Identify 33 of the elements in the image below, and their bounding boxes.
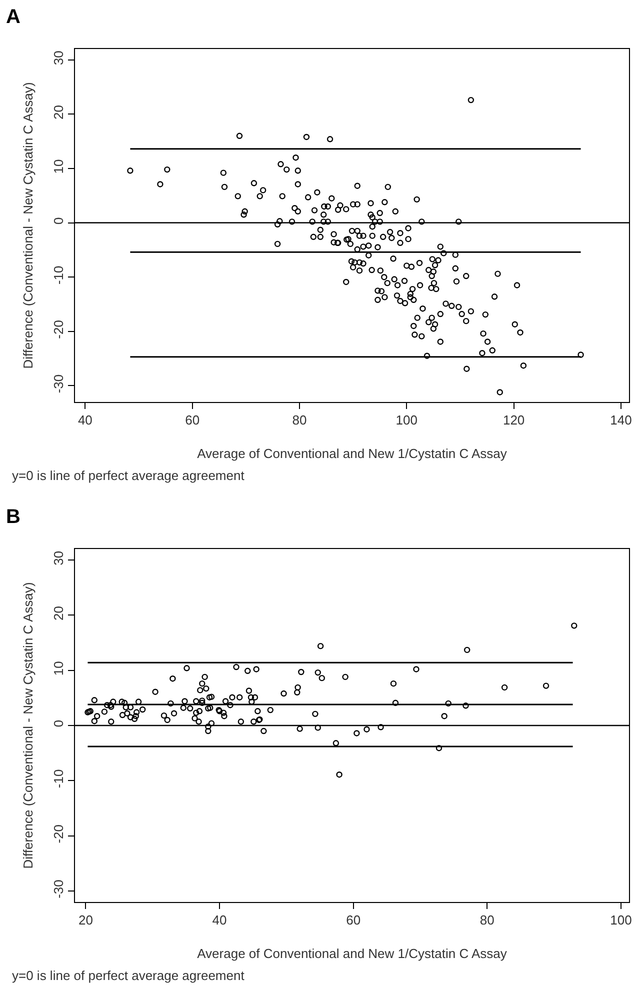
- x-tick-label: 40: [78, 412, 92, 428]
- y-tick-label: -20: [50, 824, 66, 844]
- y-tick-label: 20: [50, 606, 66, 620]
- y-tick-label: 10: [50, 159, 66, 174]
- chart-title: A: [6, 6, 20, 28]
- y-tick-label: 30: [50, 50, 66, 66]
- text: y=0 is line of perfect average agreement: [12, 968, 245, 983]
- x-tick-label: 120: [502, 412, 525, 428]
- x-tick-label: 140: [610, 412, 632, 428]
- x-tick-label: 20: [78, 912, 93, 928]
- y-tick-label: -10: [50, 769, 66, 788]
- x-tick-label: 60: [346, 912, 361, 928]
- y-tick-label: -20: [50, 320, 66, 339]
- y-tick-label: 20: [50, 104, 66, 120]
- text: y=0 is line of perfect average agreement: [12, 468, 245, 483]
- x-tick-label: 40: [212, 912, 227, 928]
- x-axis-title: Average of Conventional and New 1/Cystatin C Assay: [197, 946, 508, 962]
- y-tick-label: -30: [50, 374, 66, 394]
- y-tick-label: 0: [50, 217, 66, 224]
- x-tick-label: 100: [610, 912, 632, 928]
- y-tick-label: 0: [50, 720, 66, 728]
- chart-title: B: [6, 506, 20, 528]
- y-tick-label: 10: [50, 661, 66, 676]
- x-tick-label: 60: [185, 412, 200, 428]
- y-axis-title: Difference (Conventional - New Cystatin C Assay): [20, 582, 36, 869]
- x-tick-label: 80: [292, 412, 307, 428]
- x-axis-title: Average of Conventional and New 1/Cystatin C Assay: [197, 446, 508, 462]
- y-tick-label: -30: [50, 880, 66, 898]
- x-tick-label: 80: [480, 912, 494, 928]
- y-axis-title: Difference (Conventional - New Cystatin C Assay): [20, 82, 36, 369]
- x-tick-label: 100: [396, 412, 418, 428]
- y-tick-label: -10: [50, 266, 66, 285]
- y-tick-label: 30: [50, 550, 66, 566]
